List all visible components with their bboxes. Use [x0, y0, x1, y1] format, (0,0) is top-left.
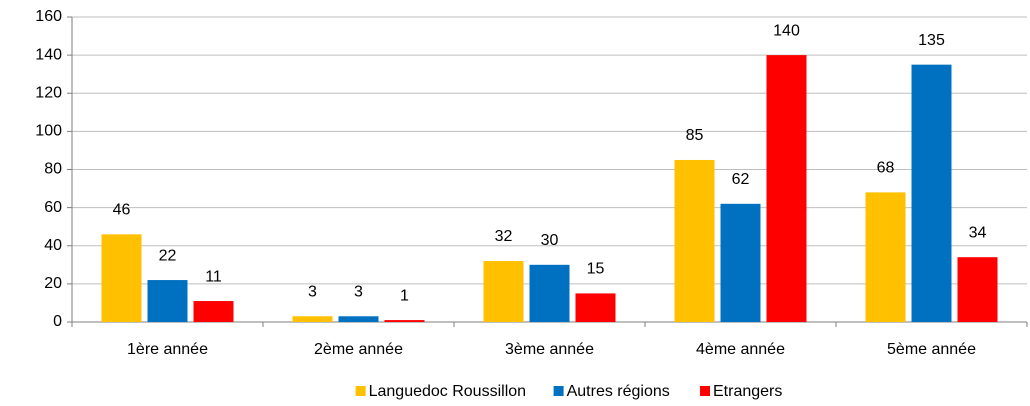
- data-label: 32: [495, 228, 513, 245]
- data-label: 62: [732, 171, 750, 188]
- bar: [865, 192, 906, 322]
- x-tick-label: 3ème année: [505, 341, 594, 358]
- data-label: 15: [587, 261, 605, 278]
- data-label: 140: [773, 22, 800, 39]
- data-label: 85: [686, 127, 704, 144]
- bar: [292, 316, 333, 322]
- y-tick-label: 0: [53, 313, 62, 330]
- bar: [338, 316, 379, 322]
- y-tick-label: 160: [35, 8, 62, 25]
- x-tick-label: 1ère année: [127, 341, 208, 358]
- data-label: 1: [400, 287, 409, 304]
- data-label: 3: [354, 284, 363, 301]
- y-tick-label: 120: [35, 84, 62, 101]
- x-tick-label: 5ème année: [887, 341, 976, 358]
- data-label: 135: [918, 32, 945, 49]
- data-label: 30: [541, 232, 559, 249]
- bar: [766, 55, 807, 322]
- data-label: 22: [159, 247, 177, 264]
- data-label: 3: [308, 284, 317, 301]
- x-tick-label: 2ème année: [314, 341, 403, 358]
- y-tick-label: 100: [35, 123, 62, 140]
- y-tick-label: 80: [44, 161, 62, 178]
- legend-label: Etrangers: [713, 383, 782, 400]
- bar: [575, 293, 616, 322]
- bar: [193, 301, 234, 322]
- bar: [147, 280, 188, 322]
- bar: [720, 203, 761, 322]
- bar: [957, 257, 998, 322]
- bar: [384, 320, 425, 322]
- y-tick-label: 40: [44, 237, 62, 254]
- data-label: 11: [205, 268, 222, 285]
- bar: [529, 264, 570, 322]
- legend-label: Autres régions: [567, 383, 670, 400]
- bar: [101, 234, 142, 322]
- bar: [674, 159, 715, 322]
- legend-swatch: [700, 386, 710, 396]
- y-tick-label: 60: [44, 199, 62, 216]
- x-tick-label: 4ème année: [696, 341, 785, 358]
- legend-swatch: [553, 386, 564, 396]
- data-label: 46: [113, 202, 131, 219]
- data-label: 34: [969, 224, 987, 241]
- data-label: 68: [877, 160, 895, 177]
- y-tick-label: 140: [35, 46, 62, 63]
- legend-swatch: [355, 386, 366, 396]
- legend-label: Languedoc Roussillon: [369, 383, 526, 400]
- bar: [483, 261, 524, 322]
- bar: [911, 64, 952, 322]
- y-tick-label: 20: [44, 275, 62, 292]
